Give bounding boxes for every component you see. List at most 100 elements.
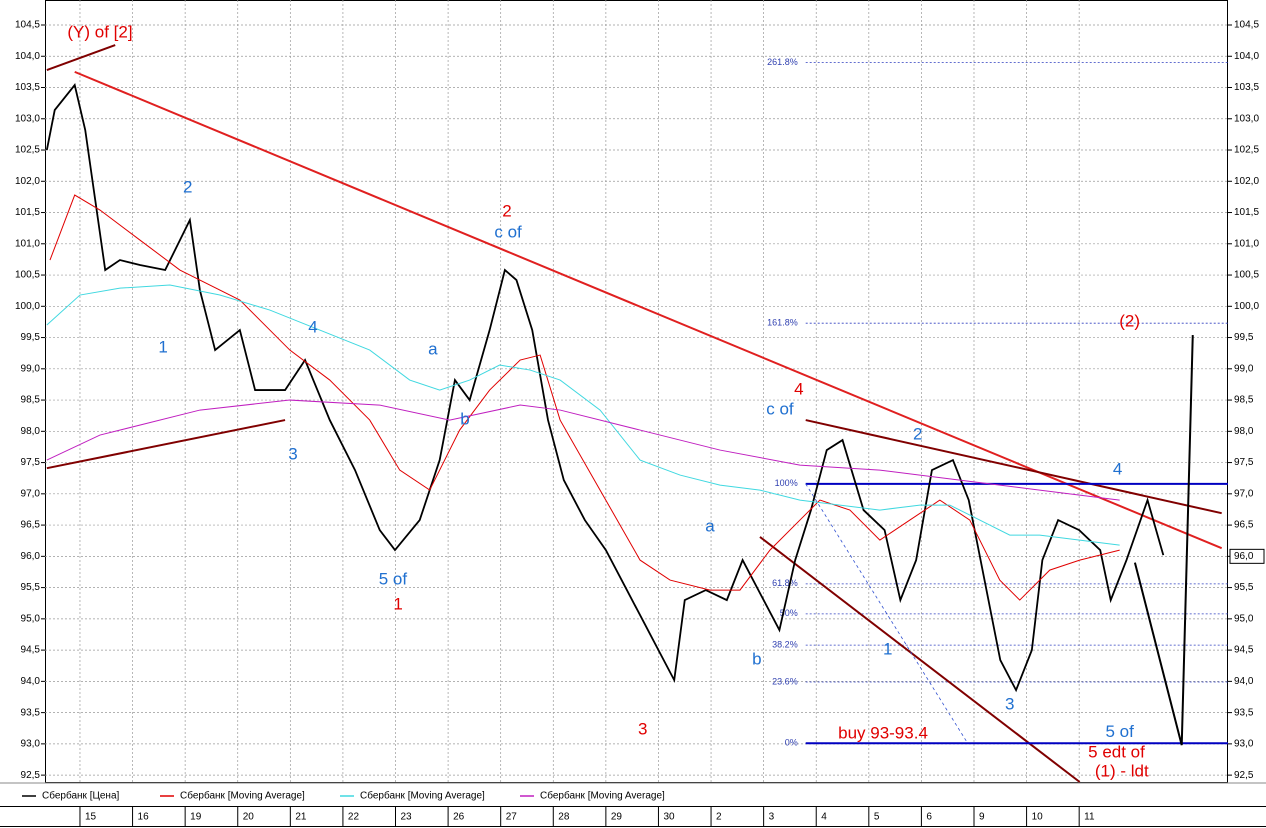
y-tick-label: 92,5 — [1234, 770, 1254, 781]
wave-label: b — [460, 410, 469, 429]
y-tick-label: 95,5 — [1234, 582, 1254, 593]
y-tick-label: 100,5 — [15, 270, 40, 281]
x-tick-label: 29 — [611, 812, 623, 823]
fib-label: 38.2% — [772, 639, 798, 649]
trend-line — [759, 536, 1081, 783]
y-tick-label: 99,5 — [21, 332, 41, 343]
x-tick-label: 20 — [243, 812, 255, 823]
wave-label: b — [752, 650, 761, 669]
legend-label: Сбербанк [Moving Average] — [180, 790, 305, 802]
y-tick-label: 98,5 — [21, 395, 41, 406]
x-tick-label: 21 — [295, 812, 307, 823]
trend-line — [46, 419, 286, 470]
x-tick-label: 28 — [558, 812, 570, 823]
series-line — [46, 284, 1120, 546]
wave-label: 1 — [158, 338, 167, 357]
x-tick-label: 10 — [1032, 812, 1044, 823]
y-tick-label: 95,0 — [21, 613, 41, 624]
wave-label: 3 — [1005, 695, 1014, 714]
y-tick-label: 95,0 — [1234, 613, 1254, 624]
y-tick-label: 104,0 — [15, 51, 40, 62]
y-tick-label: 97,5 — [21, 457, 41, 468]
y-tick-label: 93,5 — [1234, 707, 1254, 718]
trend-line — [1133, 335, 1194, 746]
y-tick-label: 101,5 — [15, 207, 40, 218]
wave-label: (2) — [1119, 311, 1140, 330]
y-tick-label: 93,0 — [1234, 739, 1254, 750]
y-tick-label: 104,0 — [1234, 51, 1259, 62]
y-tick-label: 101,0 — [15, 238, 40, 249]
y-tick-label: 103,5 — [15, 82, 40, 93]
y-tick-label: 101,5 — [1234, 207, 1259, 218]
x-tick-label: 27 — [506, 812, 518, 823]
wave-label: 2 — [913, 425, 922, 444]
y-tick-label: 102,5 — [1234, 145, 1259, 156]
fib-label: 50% — [780, 608, 798, 618]
fib-label: 161.8% — [767, 318, 798, 328]
wave-label: c of — [766, 400, 794, 419]
y-tick-label: 93,0 — [21, 739, 41, 750]
y-tick-label: 97,0 — [1234, 488, 1254, 499]
y-tick-label: 102,0 — [1234, 176, 1259, 187]
x-tick-label: 3 — [769, 812, 775, 823]
x-tick-label: 9 — [979, 812, 985, 823]
wave-label: 5 of — [379, 570, 408, 589]
wave-label: 4 — [1113, 460, 1122, 479]
wave-label: buy 93-93.4 — [838, 723, 928, 742]
x-tick-label: 4 — [821, 812, 827, 823]
legend-label: Сбербанк [Цена] — [42, 790, 120, 802]
x-tick-label: 22 — [348, 812, 360, 823]
wave-label: 1 — [393, 595, 402, 614]
series-line — [46, 399, 1120, 501]
y-tick-label: 101,0 — [1234, 238, 1259, 249]
wave-label: 5 edt of — [1088, 743, 1145, 762]
y-tick-label: 98,0 — [21, 426, 41, 437]
y-tick-label: 94,0 — [1234, 676, 1254, 687]
x-tick-label: 5 — [874, 812, 880, 823]
y-tick-label: 97,0 — [21, 488, 41, 499]
y-tick-label: 96,5 — [21, 520, 41, 531]
x-tick-label: 30 — [663, 812, 675, 823]
y-tick-label: 103,0 — [1234, 113, 1259, 124]
y-tick-label: 102,0 — [15, 176, 40, 187]
wave-label: 3 — [638, 720, 647, 739]
y-tick-label: 94,5 — [21, 645, 41, 656]
y-tick-label: 99,0 — [21, 363, 41, 374]
series-line — [45, 83, 1165, 693]
y-tick-label: 94,0 — [21, 676, 41, 687]
wave-label: a — [428, 340, 438, 359]
wave-label: c of — [494, 223, 522, 242]
wave-label: 4 — [308, 318, 317, 337]
price-tag-label: 96,0 — [1234, 551, 1254, 562]
trend-line — [805, 419, 1222, 515]
fib-label: 100% — [775, 478, 798, 488]
trend-line — [74, 70, 1223, 550]
series-line — [49, 194, 1120, 601]
x-tick-label: 16 — [138, 812, 150, 823]
legend-label: Сбербанк [Moving Average] — [360, 790, 485, 802]
fib-label: 261.8% — [767, 57, 798, 67]
y-tick-label: 98,0 — [1234, 426, 1254, 437]
wave-label: 1 — [883, 640, 892, 659]
y-tick-label: 96,5 — [1234, 520, 1254, 531]
wave-label: (1) - ldt — [1095, 761, 1149, 780]
x-tick-label: 19 — [190, 812, 202, 823]
y-tick-label: 100,0 — [1234, 301, 1259, 312]
trend-line — [46, 44, 116, 71]
wave-label: (Y) of [2] — [67, 23, 132, 42]
y-tick-label: 96,0 — [21, 551, 41, 562]
y-tick-label: 98,5 — [1234, 395, 1254, 406]
x-tick-label: 6 — [926, 812, 932, 823]
y-tick-label: 100,5 — [1234, 270, 1259, 281]
y-tick-label: 94,5 — [1234, 645, 1254, 656]
y-tick-label: 100,0 — [15, 301, 40, 312]
wave-label: a — [705, 516, 715, 535]
y-tick-label: 104,5 — [15, 20, 40, 31]
price-tag — [1229, 548, 1265, 564]
y-tick-label: 104,5 — [1234, 20, 1259, 31]
legend-label: Сбербанк [Moving Average] — [540, 790, 665, 802]
y-tick-label: 99,5 — [1234, 332, 1254, 343]
x-tick-label: 26 — [453, 812, 465, 823]
